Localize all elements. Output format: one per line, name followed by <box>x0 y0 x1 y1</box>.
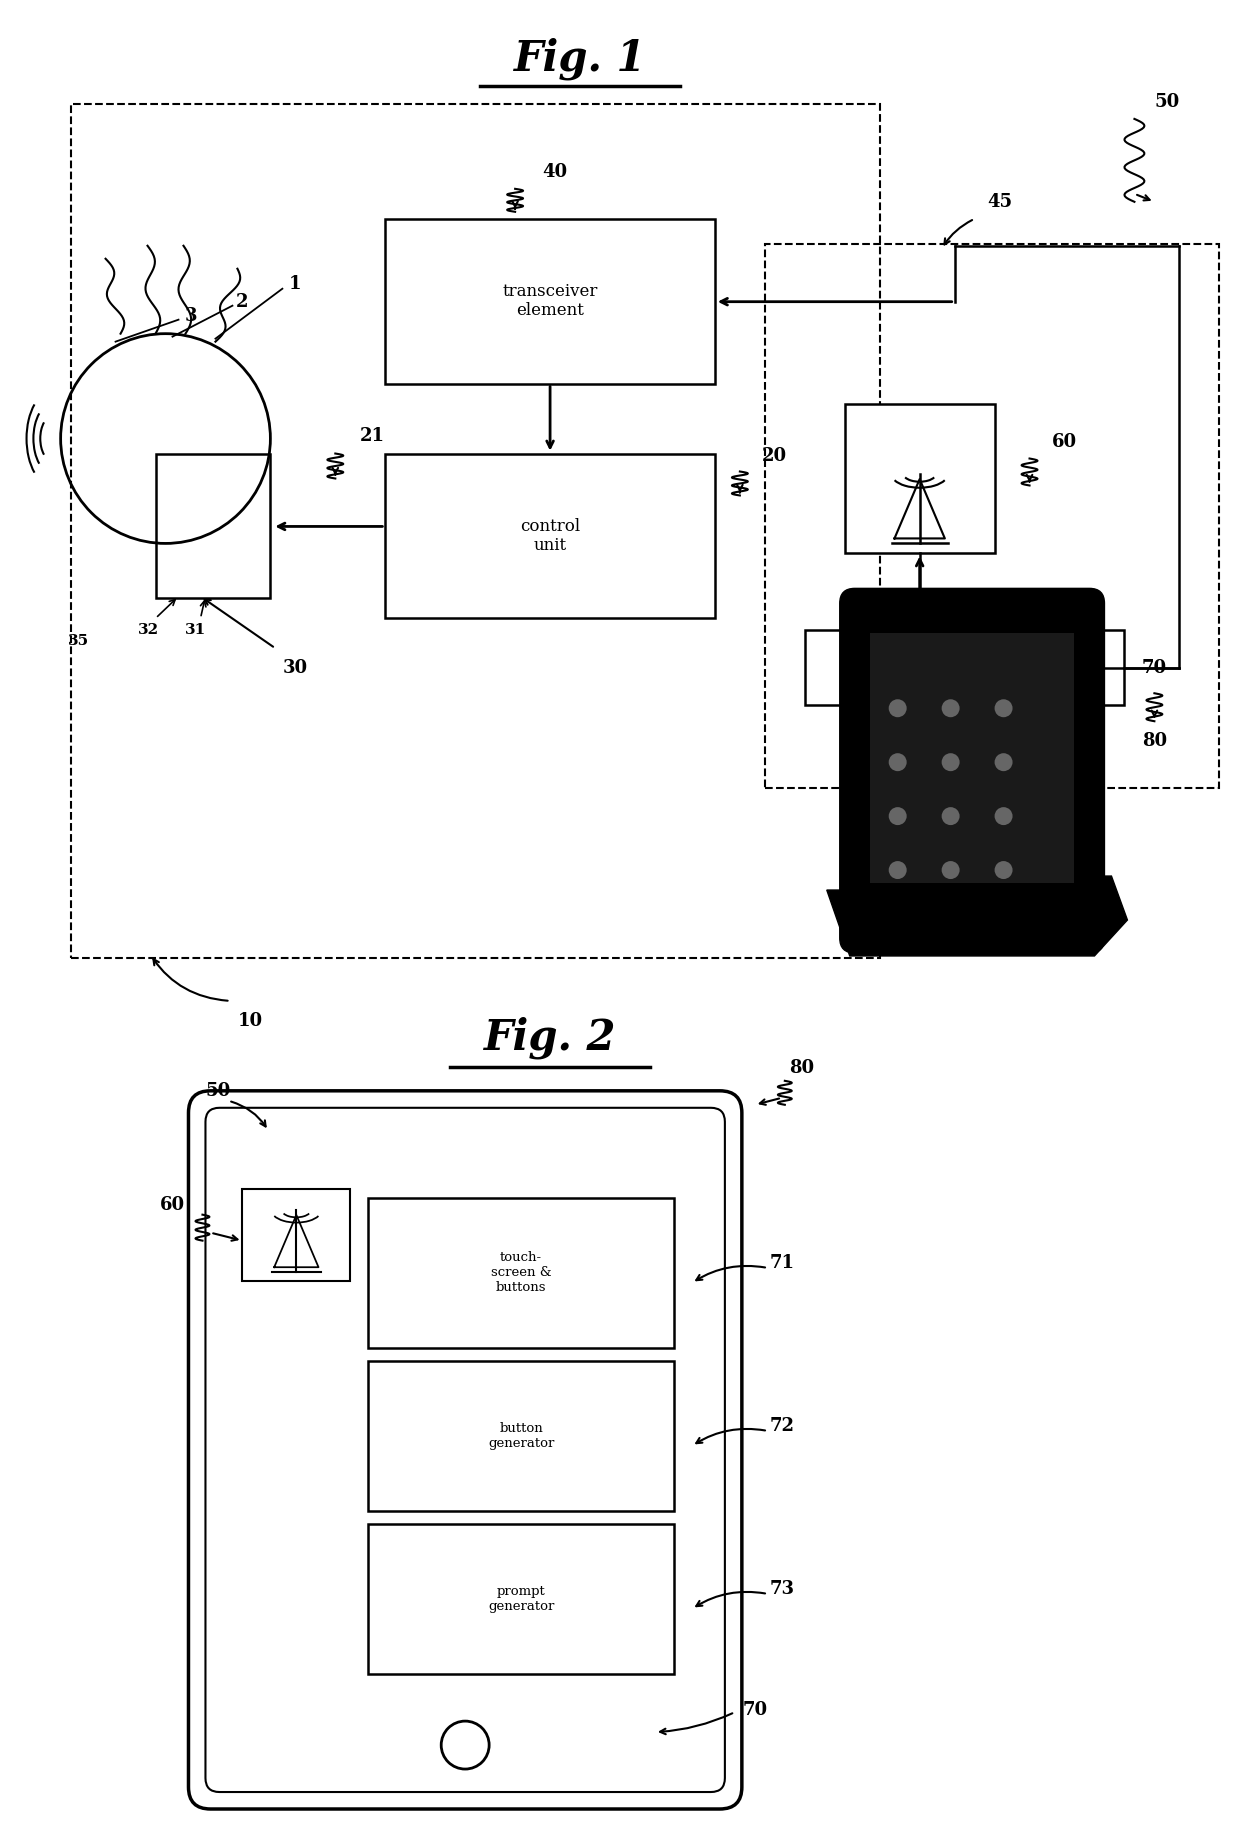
Text: transceiver
element: transceiver element <box>502 282 598 319</box>
Bar <box>71 103 879 958</box>
Text: 71: 71 <box>769 1253 795 1272</box>
Circle shape <box>994 698 1013 717</box>
Circle shape <box>941 861 960 879</box>
Text: button
generator: button generator <box>487 1423 554 1450</box>
Text: 73: 73 <box>769 1579 795 1598</box>
Text: 30: 30 <box>283 660 308 676</box>
Text: 3: 3 <box>185 306 197 324</box>
Bar <box>368 1360 673 1511</box>
Text: 70: 70 <box>743 1701 768 1720</box>
Text: Fig. 1: Fig. 1 <box>513 37 646 81</box>
Text: 35: 35 <box>68 634 89 649</box>
Text: 80: 80 <box>789 1060 815 1076</box>
Circle shape <box>941 754 960 770</box>
Circle shape <box>994 754 1013 770</box>
Text: 1: 1 <box>289 275 301 293</box>
Circle shape <box>994 807 1013 826</box>
Text: 70: 70 <box>1142 660 1167 676</box>
Text: 60: 60 <box>1052 433 1078 450</box>
Text: prompt
generator: prompt generator <box>487 1585 554 1613</box>
Text: 40: 40 <box>543 162 568 181</box>
Text: 32: 32 <box>138 623 159 638</box>
Circle shape <box>889 861 906 879</box>
Circle shape <box>889 698 906 717</box>
Bar <box>243 1189 351 1281</box>
Polygon shape <box>827 875 1127 957</box>
Circle shape <box>941 807 960 826</box>
Text: 50: 50 <box>206 1082 231 1100</box>
Text: 72: 72 <box>769 1417 795 1436</box>
Bar <box>368 1198 673 1349</box>
Bar <box>386 453 715 619</box>
Bar <box>805 630 1125 706</box>
Text: 50: 50 <box>1154 92 1180 111</box>
FancyBboxPatch shape <box>188 1091 742 1810</box>
Bar <box>358 1183 684 1690</box>
Text: 21: 21 <box>360 426 384 444</box>
Text: 20: 20 <box>763 446 787 464</box>
Text: 60: 60 <box>160 1196 185 1215</box>
Text: control
unit: control unit <box>520 518 580 555</box>
Text: 2: 2 <box>236 293 249 311</box>
Bar <box>237 1172 694 1699</box>
Text: Fig. 2: Fig. 2 <box>484 1017 616 1060</box>
Text: 31: 31 <box>185 623 206 638</box>
Circle shape <box>941 698 960 717</box>
Text: 45: 45 <box>987 194 1012 210</box>
Circle shape <box>889 754 906 770</box>
Text: 80: 80 <box>1142 732 1167 750</box>
Bar <box>844 404 994 553</box>
Circle shape <box>441 1721 489 1769</box>
FancyBboxPatch shape <box>839 588 1105 953</box>
Bar <box>368 1524 673 1673</box>
Circle shape <box>994 861 1013 879</box>
Text: touch-
screen &
buttons: touch- screen & buttons <box>491 1251 552 1294</box>
Text: 10: 10 <box>238 1012 263 1030</box>
Bar <box>155 453 270 599</box>
Bar <box>869 634 1075 883</box>
FancyBboxPatch shape <box>206 1108 725 1791</box>
Bar <box>765 243 1219 789</box>
Bar <box>386 219 715 383</box>
Circle shape <box>889 807 906 826</box>
